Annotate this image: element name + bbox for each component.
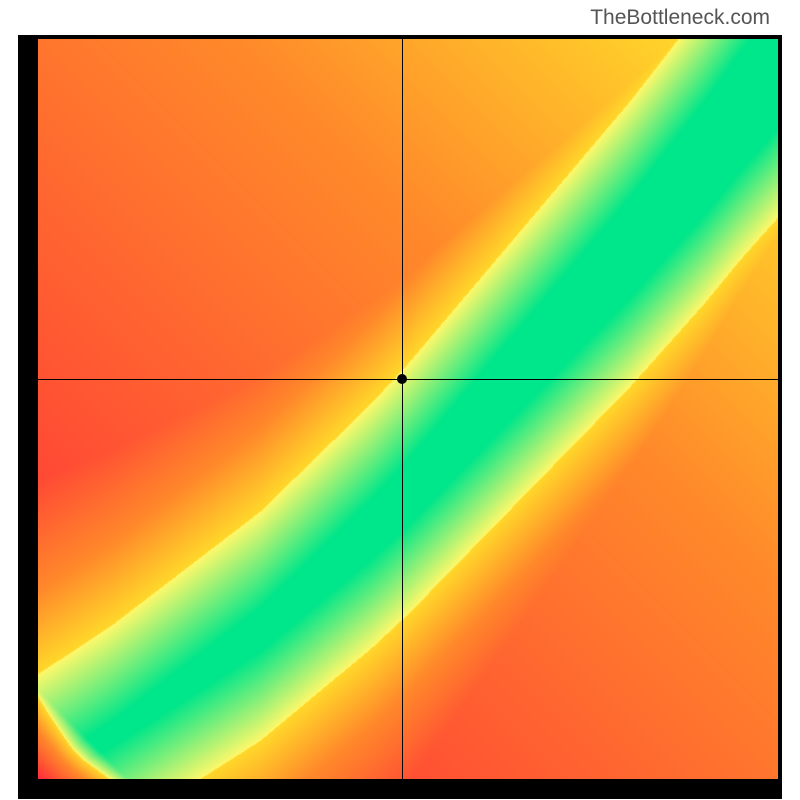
crosshair-marker [397,374,407,384]
crosshair-vertical [402,39,403,779]
watermark-text: TheBottleneck.com [590,6,770,30]
heatmap-canvas [38,39,778,779]
chart-frame [18,35,782,799]
heatmap-plot [38,39,778,779]
crosshair-horizontal [38,379,778,380]
